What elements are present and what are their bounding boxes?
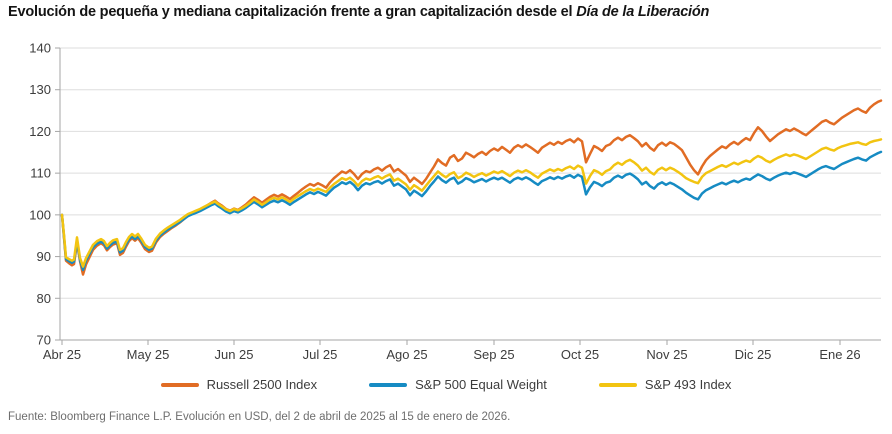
chart-title-text: Evolución de pequeña y mediana capitaliz… bbox=[8, 4, 577, 20]
series-line-1 bbox=[60, 150, 883, 272]
series-line-2 bbox=[60, 138, 883, 268]
legend-swatch-sp500-equal-weight bbox=[369, 382, 408, 387]
legend-label-sp500-equal-weight: S&P 500 Equal Weight bbox=[415, 377, 547, 392]
x-tick-label-Dic-25: Dic 25 bbox=[735, 347, 772, 362]
source-note: Fuente: Bloomberg Finance L.P. Evolución… bbox=[8, 411, 511, 423]
y-tick-label-110: 110 bbox=[30, 166, 51, 181]
x-tick-label-Ago-25: Ago 25 bbox=[386, 347, 427, 362]
y-tick-label-80: 80 bbox=[37, 291, 51, 306]
x-tick-label-May-25: May 25 bbox=[127, 347, 170, 362]
y-tick-label-130: 130 bbox=[29, 82, 51, 97]
legend-item-sp493: S&P 493 Index bbox=[598, 377, 732, 392]
legend-item-sp500-equal-weight: S&P 500 Equal Weight bbox=[369, 377, 547, 392]
legend-swatch-sp493 bbox=[598, 382, 637, 387]
x-tick-label-Abr-25: Abr 25 bbox=[43, 347, 81, 362]
y-tick-label-100: 100 bbox=[29, 207, 51, 222]
x-tick-label-Nov-25: Nov 25 bbox=[646, 347, 687, 362]
x-tick-label-Jun-25: Jun 25 bbox=[214, 347, 253, 362]
y-tick-label-120: 120 bbox=[29, 124, 51, 139]
chart-title-emphasis: Día de la Liberación bbox=[576, 4, 710, 20]
series-line-0 bbox=[60, 99, 883, 276]
x-tick-label-Ene-26: Ene 26 bbox=[819, 347, 860, 362]
y-tick-label-90: 90 bbox=[37, 249, 51, 264]
x-tick-label-Sep-25: Sep 25 bbox=[473, 347, 514, 362]
legend-label-sp493: S&P 493 Index bbox=[644, 377, 732, 392]
x-tick-label-Oct-25: Oct 25 bbox=[561, 347, 599, 362]
y-tick-label-140: 140 bbox=[29, 41, 51, 56]
chart-title: Evolución de pequeña y mediana capitaliz… bbox=[8, 4, 709, 20]
legend-item-russell-2500: Russell 2500 Index bbox=[160, 377, 318, 392]
legend-label-russell-2500: Russell 2500 Index bbox=[206, 377, 318, 392]
chart-legend: Russell 2500 Index S&P 500 Equal Weight … bbox=[0, 377, 892, 392]
x-tick-label-Jul-25: Jul 25 bbox=[303, 347, 338, 362]
y-tick-label-70: 70 bbox=[37, 333, 51, 348]
legend-swatch-russell-2500 bbox=[160, 382, 199, 387]
